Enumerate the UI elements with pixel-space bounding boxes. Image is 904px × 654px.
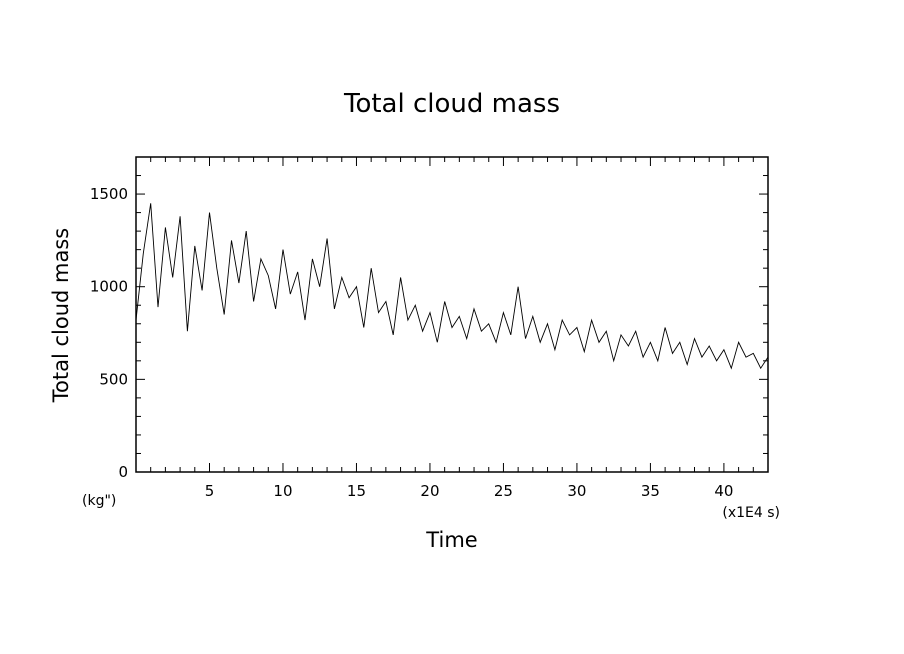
plot-frame [135, 156, 769, 473]
series-line [135, 203, 769, 370]
x-tick-label: 5 [205, 482, 215, 500]
y-unit-note: (kg") [82, 493, 116, 509]
chart-title: Total cloud mass [343, 89, 560, 119]
x-tick-labels: 5 10 15 20 25 30 35 40 [205, 482, 734, 500]
y-tick-label: 500 [99, 370, 128, 388]
x-axis-label: Time [425, 528, 477, 552]
x-tick-label: 40 [714, 482, 733, 500]
x-tick-label: 20 [420, 482, 439, 500]
y-axis-label: Total cloud mass [49, 228, 73, 403]
y-tick-label: 1500 [90, 185, 128, 203]
x-tick-label: 15 [347, 482, 366, 500]
x-tick-label: 35 [641, 482, 660, 500]
x-tick-label: 10 [273, 482, 292, 500]
x-tick-label: 30 [567, 482, 586, 500]
axis-ticks [136, 157, 768, 472]
y-tick-label: 0 [118, 463, 128, 481]
y-tick-labels: 0 500 1000 1500 [90, 185, 128, 481]
x-unit-note: (x1E4 s) [722, 505, 780, 521]
y-tick-label: 1000 [90, 278, 128, 296]
x-tick-label: 25 [494, 482, 513, 500]
